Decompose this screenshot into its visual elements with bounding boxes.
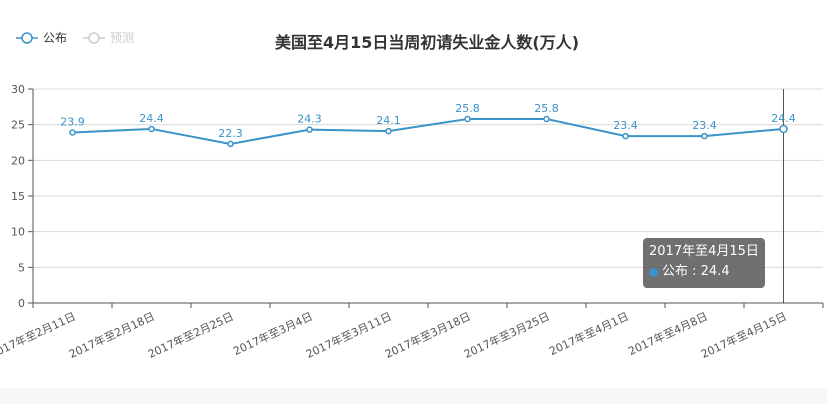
legend-item-forecast[interactable]: 预测 xyxy=(83,31,134,45)
data-point xyxy=(779,124,788,134)
x-tick-label: 2017年至4月8日 xyxy=(626,309,710,358)
y-axis: 0 5 10 15 20 25 30 xyxy=(11,83,34,310)
y-tick-label: 30 xyxy=(11,83,25,96)
data-label: 25.8 xyxy=(455,102,480,115)
tooltip-row: 公布 : 24.4 xyxy=(649,262,759,282)
data-point xyxy=(464,115,471,123)
y-tick-label: 10 xyxy=(11,226,25,239)
legend-label-published: 公布 xyxy=(43,31,67,45)
x-tick-label: 2017年至2月11日 xyxy=(0,309,78,361)
tooltip-title: 2017年至4月15日 xyxy=(649,244,759,259)
y-tick-label: 15 xyxy=(11,190,25,203)
x-tick-label: 2017年至3月18日 xyxy=(383,309,473,361)
legend-label-forecast: 预测 xyxy=(110,31,134,45)
data-point xyxy=(385,127,392,135)
x-tick-label: 2017年至4月15日 xyxy=(699,309,789,361)
x-axis: 2017年至2月11日2017年至2月18日2017年至2月25日2017年至3… xyxy=(0,302,824,361)
data-label: 24.4 xyxy=(139,112,164,125)
data-label: 25.8 xyxy=(534,102,559,115)
data-point xyxy=(543,115,550,123)
x-tick-label: 2017年至3月4日 xyxy=(231,309,315,358)
data-point xyxy=(148,125,155,133)
data-label: 24.4 xyxy=(771,112,796,125)
y-tick-label: 5 xyxy=(18,261,25,274)
series-dot-icon xyxy=(649,267,658,277)
data-point xyxy=(306,126,313,133)
data-label: 23.4 xyxy=(613,119,638,132)
tooltip-value: 公布 : 24.4 xyxy=(662,264,730,279)
legend-marker-icon xyxy=(88,32,100,44)
tooltip: 2017年至4月15日 公布 : 24.4 xyxy=(643,238,765,288)
y-tick-label: 20 xyxy=(11,154,25,167)
x-tick-label: 2017年至3月25日 xyxy=(462,309,552,361)
legend-item-published[interactable]: 公布 xyxy=(16,31,67,45)
data-label: 24.1 xyxy=(376,114,401,127)
series-line xyxy=(72,117,784,145)
data-label: 24.3 xyxy=(297,113,322,126)
data-point xyxy=(701,132,708,140)
legend[interactable]: 公布 预测 xyxy=(16,31,134,45)
footer-bar xyxy=(0,388,827,404)
legend-marker-icon xyxy=(21,32,33,44)
y-tick-label: 0 xyxy=(18,297,25,310)
series-published: 23.9 24.4 22.3 24.3 24.1 25.8 25.8 23.4 23.4 24.4 xyxy=(60,102,796,148)
x-tick-label: 2017年至4月1日 xyxy=(547,309,631,358)
chart-title: 美国至4月15日当周初请失业金人数(万人) xyxy=(275,33,579,52)
data-point xyxy=(622,132,629,140)
data-label: 22.3 xyxy=(218,127,243,140)
data-label: 23.4 xyxy=(692,119,717,132)
data-point xyxy=(227,140,234,148)
x-tick-label: 2017年至2月18日 xyxy=(67,309,157,361)
x-tick-label: 2017年至2月25日 xyxy=(146,309,236,361)
x-tick-label: 2017年至3月11日 xyxy=(304,309,394,361)
data-point xyxy=(69,129,76,136)
data-label: 23.9 xyxy=(60,116,85,129)
y-tick-label: 25 xyxy=(11,119,25,132)
